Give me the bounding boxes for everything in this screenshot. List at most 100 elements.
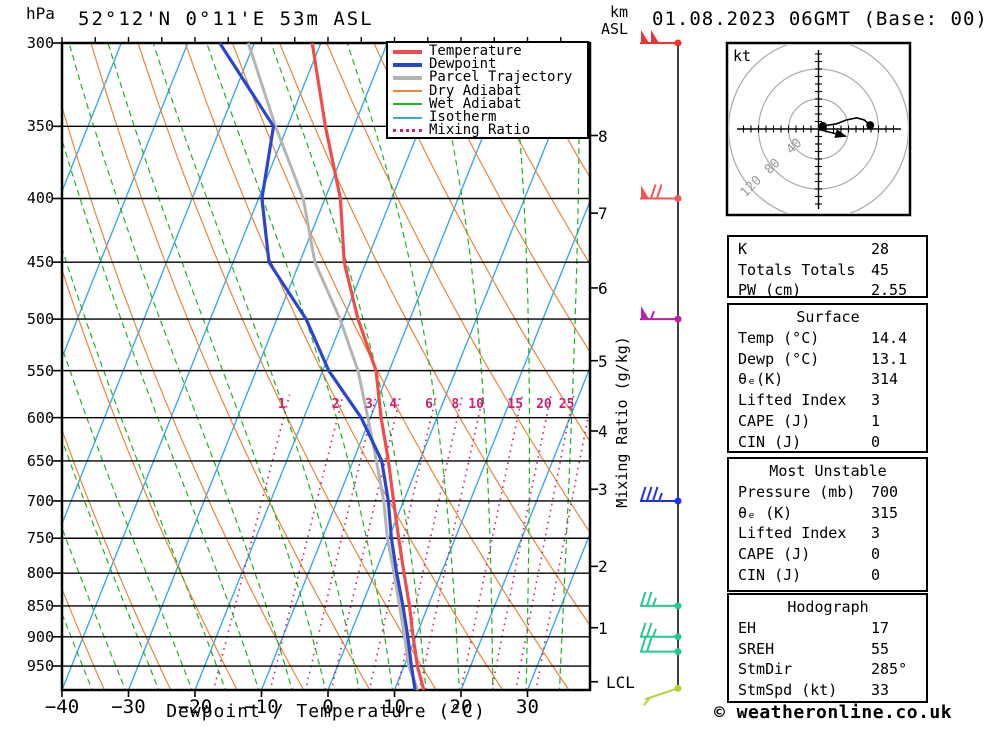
wind-barb-station-dot <box>674 684 682 692</box>
stats-row-value: 3 <box>871 391 881 410</box>
isotherm-line <box>62 43 322 690</box>
hodograph-trace-dot <box>866 121 875 130</box>
temp-tick-label: −30 <box>111 696 146 718</box>
mixing-ratio-line <box>269 394 345 690</box>
stats-row-value: 33 <box>871 681 890 700</box>
wind-barb-half <box>650 310 655 320</box>
stats-row: K 28 <box>738 239 926 260</box>
legend-item-label: Isotherm <box>429 109 497 126</box>
dry-adiabat-line <box>278 43 590 627</box>
mixing-ratio-line <box>515 394 575 690</box>
legend-item-label: Parcel Trajectory <box>429 69 573 86</box>
stats-row-value: 1 <box>871 411 881 430</box>
legend-item-label: Mixing Ratio <box>429 122 531 139</box>
stats-row-value: 3 <box>871 524 881 543</box>
wind-barb-pennant <box>641 30 649 43</box>
isotherm-line <box>194 43 455 690</box>
wind-barb-staff <box>644 687 679 701</box>
pressure-tick-label: 750 <box>26 529 54 548</box>
wind-barb-full <box>640 486 647 502</box>
x-axis-caption: Dewpoint / Temperature (°C) <box>166 701 486 722</box>
pressure-tick-label: 950 <box>26 657 54 676</box>
stats-row-label: Dewp (°C) <box>738 349 820 368</box>
stats-row-label: CIN (J) <box>738 432 802 451</box>
wind-barb-station-dot <box>674 315 682 323</box>
legend-row: Temperature <box>393 44 587 58</box>
mixing-ratio-value-label: 3 <box>364 397 373 412</box>
pressure-tick-label: 400 <box>26 189 54 208</box>
mixing-ratio-axis-caption: Mixing Ratio (g/kg) <box>613 336 631 508</box>
mixing-ratio-line <box>490 394 552 690</box>
km-tick-label: 3 <box>598 480 608 500</box>
stats-row-label: StmSpd (kt) <box>738 681 838 700</box>
legend-line-swatch-temperature <box>393 49 422 54</box>
wind-barb-full <box>640 622 647 638</box>
mixing-ratio-value-label: 25 <box>558 397 575 412</box>
stats-row: Temp (°C) 14.4 <box>738 328 926 349</box>
stats-row: θₑ(K) 314 <box>738 369 926 390</box>
isotherm-line <box>62 43 189 360</box>
wind-barb-full <box>640 637 647 652</box>
wind-barb-station-dot <box>674 194 682 202</box>
wind-barb-full <box>652 486 659 502</box>
wind-barb-full <box>640 591 647 607</box>
wind-barb-pennant <box>641 185 649 199</box>
pressure-tick-label: 500 <box>26 310 54 329</box>
wind-barb <box>640 622 682 641</box>
stats-row: Lifted Index 3 <box>738 523 926 544</box>
km-tick-label: 4 <box>598 421 608 441</box>
stats-row-value: 0 <box>871 432 881 451</box>
pressure-tick-label: 800 <box>26 564 54 583</box>
pressure-tick-label: 650 <box>26 451 54 470</box>
stats-row-value: 45 <box>871 260 890 279</box>
wet-adiabat-line <box>430 43 494 690</box>
stats-row: SREH 55 <box>738 639 926 660</box>
km-tick-label: 5 <box>598 351 608 371</box>
legend-line-swatch-mixing-ratio <box>393 129 422 133</box>
mixing-ratio-line <box>368 394 438 690</box>
stats-row: Dewp (°C) 13.1 <box>738 349 926 370</box>
hodograph-trace <box>822 116 871 127</box>
legend-box: Temperature Dewpoint Parcel Trajectory Dry … <box>386 41 589 139</box>
legend-row: Wet Adiabat <box>393 95 587 112</box>
isotherm-line <box>62 43 255 526</box>
legend-line-swatch-dry-adiabat <box>393 90 422 93</box>
altitude-axis-unit-km-label: km <box>610 3 629 21</box>
isotherm-line <box>526 531 590 690</box>
wind-barb-full <box>646 591 653 607</box>
mixing-ratio-line <box>535 403 590 690</box>
wind-barb-station-dot <box>674 648 682 656</box>
stats-row: StmSpd (kt) 33 <box>738 680 926 701</box>
isotherm-line <box>127 43 388 690</box>
mixing-ratio-value-label: 20 <box>536 397 552 412</box>
pressure-tick-label: 900 <box>26 627 54 646</box>
legend-item-label: Dry Adiabat <box>429 82 522 99</box>
wet-adiabat-line <box>62 438 160 690</box>
legend-line-swatch-dewpoint <box>393 62 422 67</box>
station-title: 52°12'N 0°11'E 53m ASL <box>78 8 374 30</box>
wind-barb <box>640 30 682 47</box>
stats-row-value: 315 <box>871 503 899 522</box>
storm-motion-arrowhead <box>834 129 848 138</box>
legend-row: Dry Adiabat <box>393 82 587 99</box>
km-tick-label: 2 <box>598 557 608 577</box>
wet-adiabat-line <box>152 43 360 690</box>
stats-row: StmDir 285° <box>738 659 926 680</box>
stats-box-title: Most Unstable <box>769 462 887 480</box>
wet-adiabat-line <box>62 345 193 690</box>
mixing-ratio-value-label: 8 <box>451 397 460 412</box>
stats-box-indices: K 28 Totals Totals 45 PW (cm) 2.55 <box>727 235 928 299</box>
legend-item-label: Wet Adiabat <box>429 95 522 112</box>
dry-adiabat-line <box>467 43 590 266</box>
pressure-tick-label: 600 <box>26 408 54 427</box>
isotherm-line <box>62 43 122 194</box>
legend-row: Dewpoint <box>393 57 587 71</box>
wet-adiabat-line <box>206 43 394 690</box>
km-tick-label: 6 <box>598 278 608 298</box>
legend-row: Isotherm <box>393 109 587 126</box>
stats-row-value: 285° <box>871 660 908 679</box>
hodograph-unit-label: kt <box>733 47 752 65</box>
